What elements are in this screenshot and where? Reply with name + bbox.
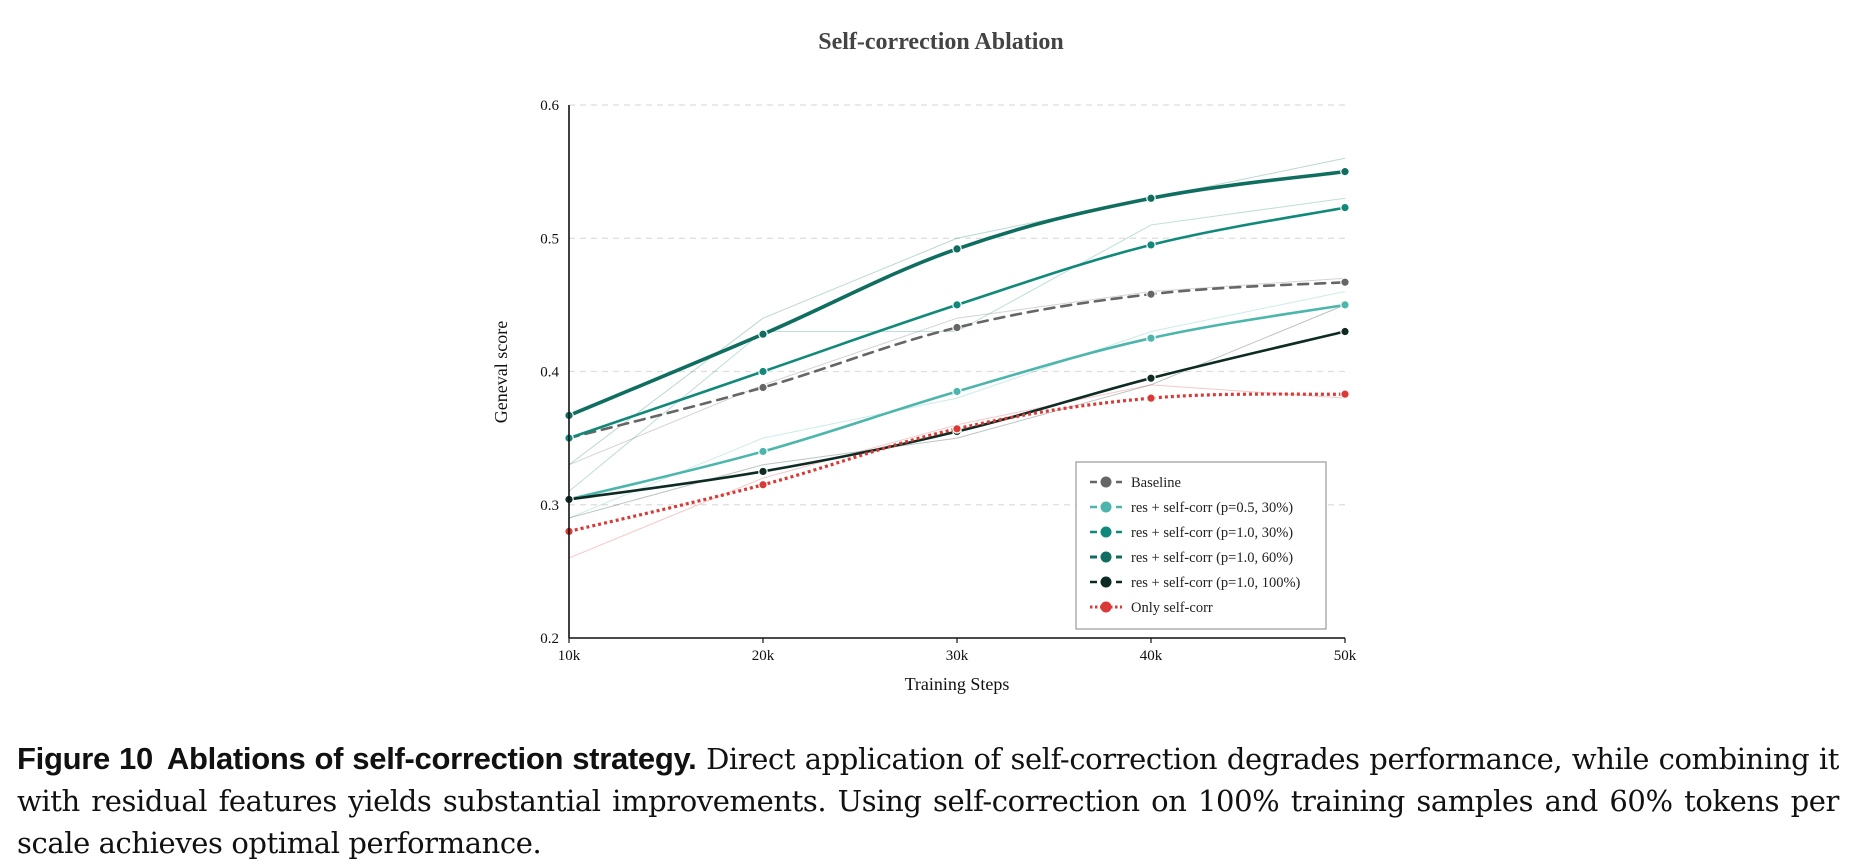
figure-caption-text: Direct application of self-correction de… [17, 742, 1839, 860]
x-tick-label: 40k [1140, 648, 1163, 664]
data-point [952, 300, 962, 310]
figure-caption: Figure 10 Ablations of self-correction st… [17, 738, 1839, 864]
legend-item: res + self-corr (p=1.0, 60%) [1090, 550, 1293, 566]
legend-label: res + self-corr (p=1.0, 60%) [1131, 550, 1293, 566]
data-point [952, 386, 962, 397]
legend-item: res + self-corr (p=1.0, 100%) [1090, 575, 1301, 591]
chart-title: Self-correction Ablation [818, 29, 1064, 55]
legend-marker-icon [1100, 576, 1112, 588]
legend-marker-icon [1100, 601, 1112, 613]
x-tick-label: 30k [946, 648, 969, 664]
legend-item: Only self-corr [1090, 600, 1213, 616]
y-tick-label: 0.2 [540, 631, 559, 647]
legend-item: res + self-corr (p=0.5, 30%) [1090, 500, 1293, 516]
legend-item: res + self-corr (p=1.0, 30%) [1090, 525, 1293, 541]
x-axis-label: Training Steps [905, 674, 1010, 694]
data-point [758, 479, 768, 490]
raw-trace [568, 291, 1346, 519]
data-point [1340, 326, 1350, 337]
legend: Baseline res + self-corr (p=0.5, 30%) res … [1075, 461, 1327, 630]
series-5 [564, 389, 1350, 537]
data-point [1146, 193, 1156, 204]
data-point [758, 329, 768, 339]
legend-marker-icon [1100, 501, 1112, 513]
data-point [1340, 277, 1350, 288]
series-lines [564, 166, 1350, 537]
x-tick-label: 10k [558, 648, 581, 664]
data-point [1340, 202, 1350, 213]
y-tick-label: 0.6 [540, 98, 559, 114]
series-line [567, 280, 1347, 440]
figure-label: Figure 10 [17, 741, 153, 776]
data-point [1146, 240, 1156, 250]
data-point [1146, 289, 1156, 300]
data-point [952, 423, 962, 434]
legend-marker-icon [1100, 526, 1112, 538]
x-tick-label: 20k [752, 648, 775, 664]
series-3 [564, 166, 1350, 421]
data-point [1340, 166, 1350, 177]
legend-label: res + self-corr (p=1.0, 100%) [1131, 575, 1301, 591]
legend-marker-icon [1100, 476, 1112, 488]
data-point [952, 244, 962, 254]
legend-label: Baseline [1131, 475, 1181, 491]
series-line [568, 392, 1346, 533]
grid-lines [569, 104, 1345, 506]
series-line [567, 169, 1347, 418]
y-axis-label: Geneval score [491, 321, 511, 423]
tick-labels: 0.2 0.3 0.4 0.5 0.6 10k 20k 30k 40k 50k [540, 98, 1357, 664]
data-point [758, 466, 768, 477]
legend-label: res + self-corr (p=1.0, 30%) [1131, 525, 1293, 541]
data-point [758, 382, 768, 393]
chart: Self-correction Ablation 0.2 0.3 0.4 0.5 0.6… [491, 29, 1357, 694]
raw-trace [568, 277, 1346, 466]
y-tick-label: 0.3 [540, 498, 559, 514]
legend-marker-icon [1100, 551, 1112, 563]
legend-label: res + self-corr (p=0.5, 30%) [1131, 500, 1293, 516]
data-point [952, 322, 962, 333]
data-point [1146, 373, 1156, 383]
series-2 [564, 202, 1350, 443]
y-tick-label: 0.5 [540, 231, 559, 247]
data-point [1340, 300, 1350, 310]
data-point [1146, 333, 1156, 343]
x-tick-label: 50k [1334, 648, 1357, 664]
legend-item: Baseline [1090, 475, 1181, 491]
figure-heading: Ablations of self-correction strategy. [166, 741, 697, 776]
legend-label: Only self-corr [1131, 600, 1213, 616]
raw-trace [568, 157, 1346, 466]
legend-box [1075, 461, 1327, 630]
data-point [758, 446, 768, 457]
raw-trace [568, 197, 1346, 492]
data-point [1146, 393, 1156, 403]
data-point [1340, 389, 1350, 399]
y-tick-label: 0.4 [540, 365, 559, 381]
data-point [758, 366, 768, 377]
